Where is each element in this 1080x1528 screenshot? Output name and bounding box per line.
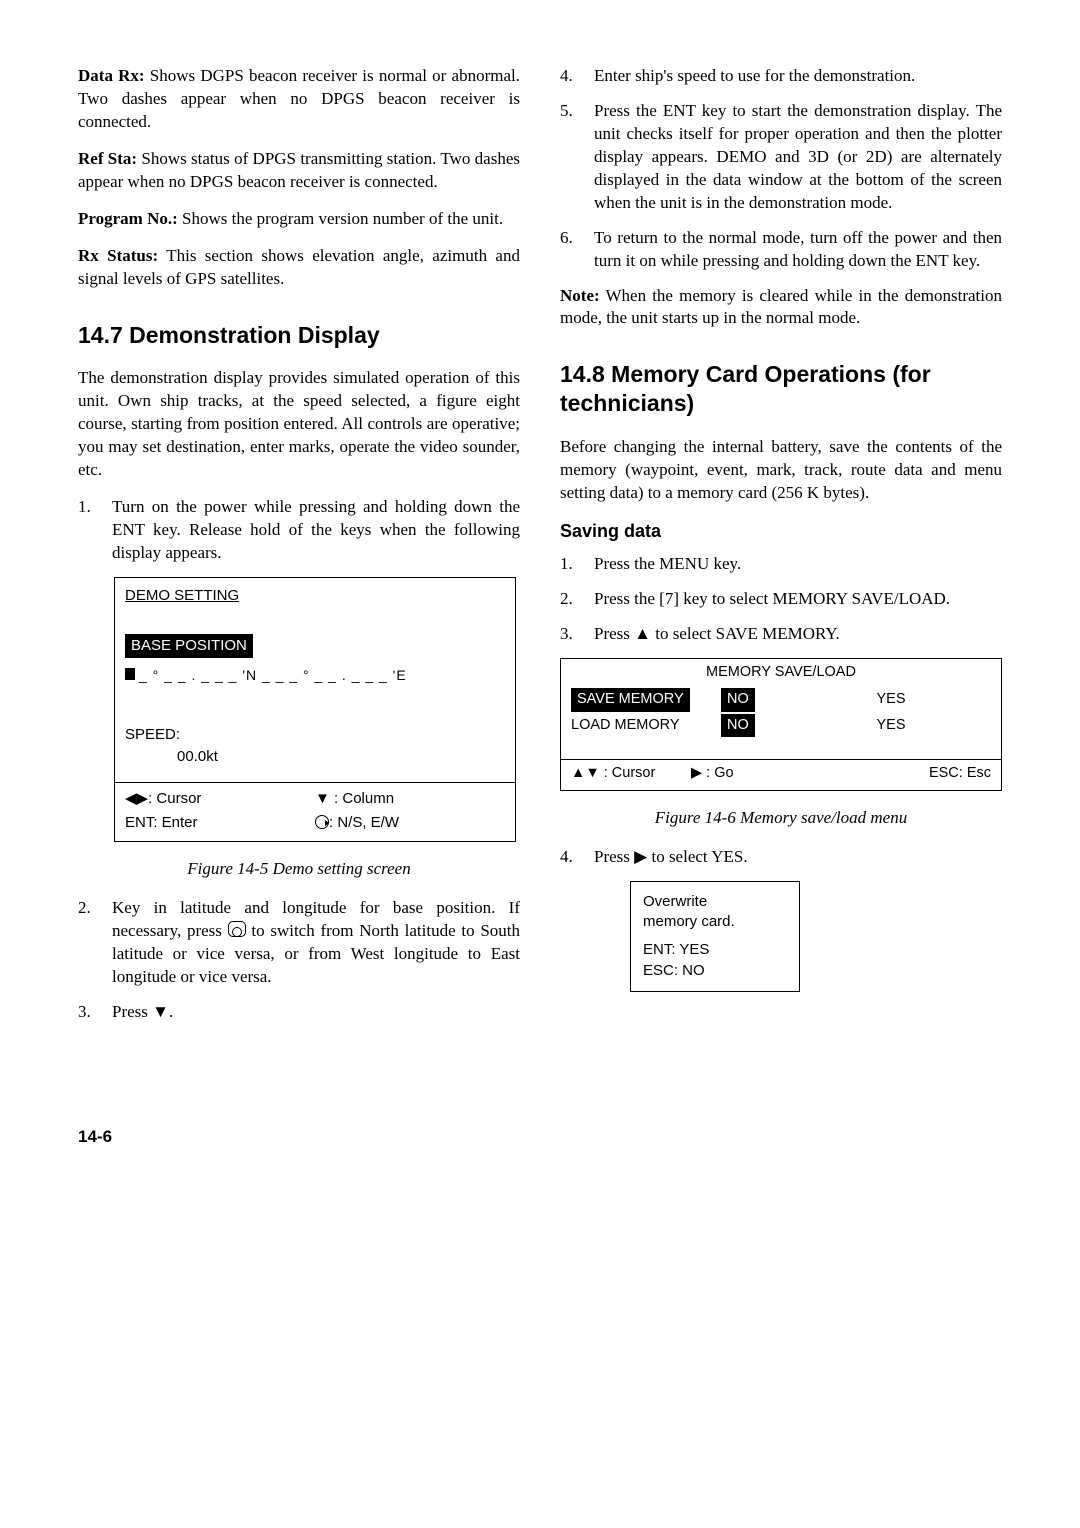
speed-label: SPEED: [125,725,505,745]
num: 2. [560,588,594,611]
caption-14-5: Figure 14-5 Demo setting screen [78,858,520,881]
save-step-2: 2. Press the [7] key to select MEMORY SA… [560,588,1002,611]
left-right-icon: ◀▶ [125,790,148,807]
def-ref-sta: Ref Sta: Shows status of DPGS transmitti… [78,148,520,194]
down-triangle-icon: ▼ [315,790,330,807]
step-1: 1. Turn on the power while pressing and … [78,496,520,565]
def-program-no: Program No.: Shows the program version n… [78,208,520,231]
coord-row: _ ° _ _ . _ _ _ 'N _ _ _ ° _ _ . _ _ _ '… [125,666,505,685]
load-yes: YES [791,716,991,736]
term: Data Rx: [78,66,145,85]
body: Press the [7] key to select MEMORY SAVE/… [594,588,1002,611]
step-2: 2. Key in latitude and longitude for bas… [78,897,520,989]
right-triangle-icon: ▶ [691,765,702,781]
body: Press ▶ to select YES. [594,846,1002,869]
num: 4. [560,846,594,869]
def-data-rx: Data Rx: Shows DGPS beacon receiver is n… [78,65,520,134]
note-term: Note: [560,286,600,305]
figure-memory-save-load: MEMORY SAVE/LOAD SAVE MEMORY NO YES LOAD… [560,658,1002,791]
left-column: Data Rx: Shows DGPS beacon receiver is n… [78,65,520,1036]
body: Key in latitude and longitude for base p… [112,897,520,989]
body: Shows the program version number of the … [178,209,503,228]
step-3: 3. Press ▼. [78,1001,520,1024]
body: Turn on the power while pressing and hol… [112,496,520,565]
heading-14-7: 14.7 Demonstration Display [78,321,520,350]
legend-cursor: ◀▶: Cursor [125,789,315,809]
body: Press ▼. [112,1001,520,1024]
body: To return to the normal mode, turn off t… [594,227,1002,273]
save-yes: YES [791,690,991,710]
fig-rows: SAVE MEMORY NO YES LOAD MEMORY NO YES [561,688,1001,759]
num: 2. [78,897,112,989]
legend-go: ▶ : Go [691,764,891,784]
num: 1. [78,496,112,565]
rotate-key-icon [228,921,246,937]
save-step-4: 4. Press ▶ to select YES. [560,846,1002,869]
note: Note: When the memory is cleared while i… [560,285,1002,331]
body: Enter ship's speed to use for the demons… [594,65,1002,88]
fig-title: MEMORY SAVE/LOAD [561,659,1001,689]
figure-overwrite-dialog: Overwrite memory card. ENT: YES ESC: NO [630,881,800,992]
step-6: 6. To return to the normal mode, turn of… [560,227,1002,273]
num: 3. [560,623,594,646]
intro-14-8: Before changing the internal battery, sa… [560,436,1002,505]
term: Program No.: [78,209,178,228]
fig-legend: ▲▼ : Cursor ▶ : Go ESC: Esc [561,759,1001,790]
term: Rx Status: [78,246,158,265]
save-memory-label: SAVE MEMORY [571,688,690,712]
row-load: LOAD MEMORY NO YES [571,714,991,738]
speed-value: 00.0kt [125,747,505,767]
def-rx-status: Rx Status: This section shows elevation … [78,245,520,291]
num: 5. [560,100,594,215]
fig-top: DEMO SETTING BASE POSITION _ ° _ _ . _ _… [115,578,515,782]
save-step-3: 3. Press ▲ to select SAVE MEMORY. [560,623,1002,646]
fig-legend: ◀▶: Cursor ▼ : Column ENT: Enter : N/S, … [115,782,515,842]
step-4: 4. Enter ship's speed to use for the dem… [560,65,1002,88]
legend-nsew: : N/S, E/W [315,813,505,833]
num: 3. [78,1001,112,1024]
legend-cursor: ▲▼ : Cursor [571,764,691,784]
legend-esc: ESC: Esc [891,764,991,784]
save-step-1: 1. Press the MENU key. [560,553,1002,576]
body: Press the MENU key. [594,553,1002,576]
intro-14-7: The demonstration display provides simul… [78,367,520,482]
body: Shows status of DPGS transmitting statio… [78,149,520,191]
num: 6. [560,227,594,273]
body: Press the ENT key to start the demonstra… [594,100,1002,215]
heading-14-8: 14.8 Memory Card Operations (for technic… [560,360,1002,418]
num: 1. [560,553,594,576]
page-number: 14-6 [78,1126,1002,1149]
num: 4. [560,65,594,88]
load-no: NO [721,714,755,738]
row-save: SAVE MEMORY NO YES [571,688,991,712]
save-no: NO [721,688,755,712]
l4: ESC: NO [643,961,787,981]
cursor-block-icon [125,668,135,680]
rotate-icon [315,815,329,829]
base-position-label: BASE POSITION [125,634,253,658]
note-body: When the memory is cleared while in the … [560,286,1002,328]
l3: ENT: YES [643,940,787,960]
load-memory-label: LOAD MEMORY [571,716,721,736]
l2: memory card. [643,912,787,932]
up-down-icon: ▲▼ [571,765,600,781]
two-column-layout: Data Rx: Shows DGPS beacon receiver is n… [78,65,1002,1036]
heading-saving-data: Saving data [560,519,1002,543]
body: Shows DGPS beacon receiver is normal or … [78,66,520,131]
fig-title: DEMO SETTING [125,586,505,606]
l1: Overwrite [643,892,787,912]
caption-14-6: Figure 14-6 Memory save/load menu [560,807,1002,830]
legend-column: ▼ : Column [315,789,505,809]
step-5: 5. Press the ENT key to start the demons… [560,100,1002,215]
body: Press ▲ to select SAVE MEMORY. [594,623,1002,646]
coords: _ ° _ _ . _ _ _ 'N _ _ _ ° _ _ . _ _ _ '… [139,667,407,683]
legend-enter: ENT: Enter [125,813,315,833]
right-column: 4. Enter ship's speed to use for the dem… [560,65,1002,1036]
term: Ref Sta: [78,149,137,168]
figure-demo-setting: DEMO SETTING BASE POSITION _ ° _ _ . _ _… [114,577,516,842]
